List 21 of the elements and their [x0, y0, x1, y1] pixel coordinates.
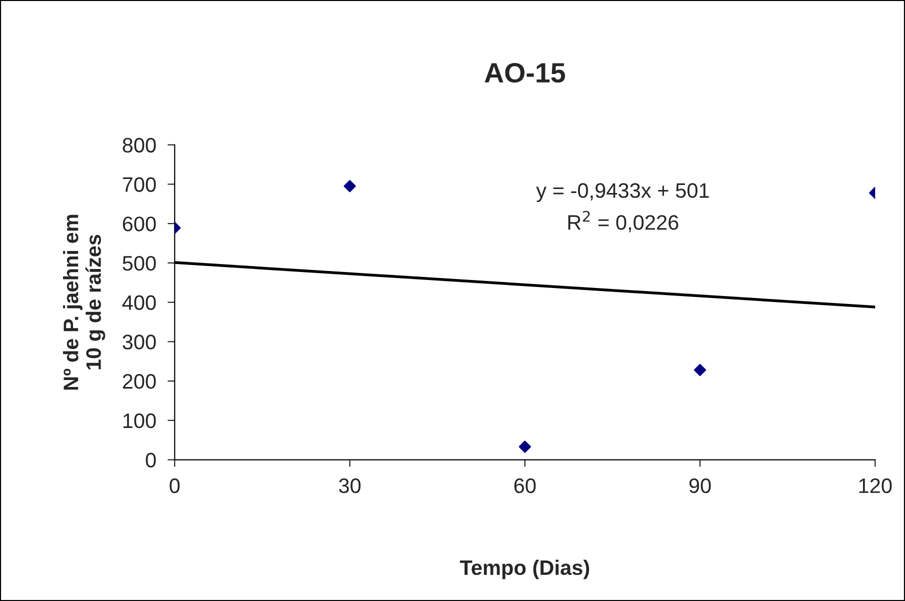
- point: [694, 364, 706, 376]
- y-tick-label: 600: [122, 216, 156, 232]
- y-tick-label: 400: [122, 295, 156, 310]
- x-axis-title: Tempo (Dias): [460, 560, 590, 580]
- point: [344, 180, 356, 192]
- y-tick-label: 0: [146, 452, 156, 468]
- y-tick-label: 800: [122, 138, 156, 153]
- x-tick-label: 0: [170, 478, 180, 494]
- y-axis-title: Nº de P. jaehni em 10 g de raízes: [63, 214, 106, 390]
- y-tick-label: 300: [122, 334, 156, 350]
- x-tick-label: 30: [338, 478, 361, 494]
- y-tick-label: 500: [122, 256, 156, 271]
- y-tick-label: 100: [123, 413, 156, 428]
- annotation: y = -0,9433x + 501 R$^{2}$ = 0,0226: [536, 183, 709, 232]
- y-tick-label: 200: [122, 374, 156, 389]
- x-tick-label: 60: [514, 478, 536, 494]
- y-tick-label: 700: [122, 177, 156, 192]
- x-tick-label: 120: [859, 478, 892, 494]
- chart-title: AO-15: [484, 62, 566, 83]
- x-tick-label: 90: [689, 478, 711, 494]
- point: [518, 440, 531, 453]
